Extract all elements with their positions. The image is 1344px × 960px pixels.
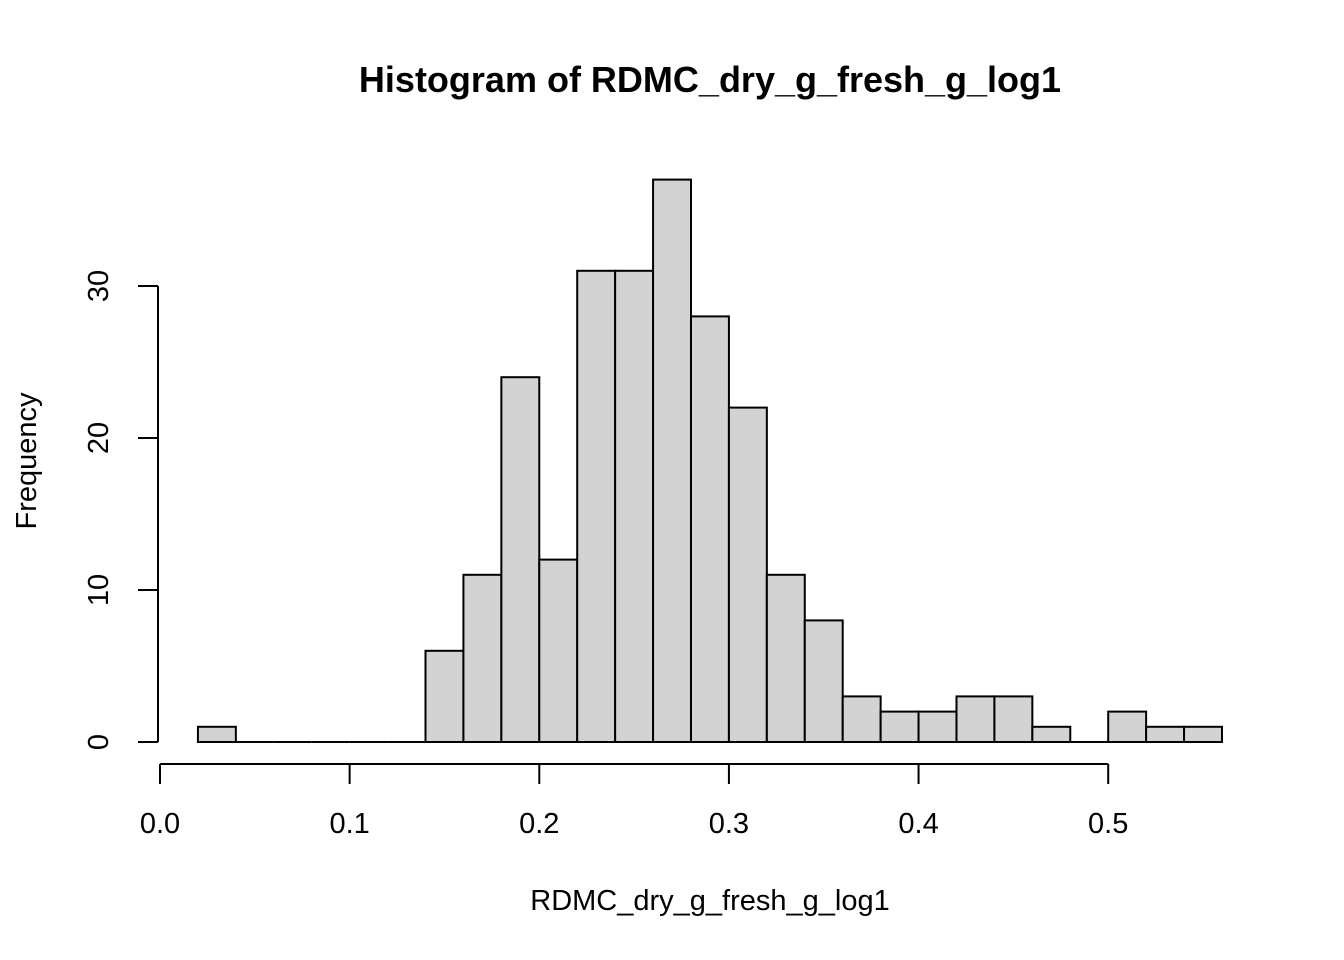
histogram-bar <box>993 695 1034 744</box>
histogram-bar <box>1183 725 1223 743</box>
chart-title: Histogram of RDMC_dry_g_fresh_g_log1 <box>359 59 1061 100</box>
histogram-bar <box>614 269 655 743</box>
histogram-bar <box>1031 725 1072 743</box>
histogram-bar <box>689 315 730 743</box>
histogram-bar <box>727 406 768 743</box>
y-axis: 0 10 20 30 <box>83 270 159 750</box>
x-tick-label: 0.5 <box>1088 808 1128 840</box>
histogram-bar <box>196 725 237 743</box>
histogram-bar <box>500 376 541 743</box>
x-axis-label: RDMC_dry_g_fresh_g_log1 <box>530 885 889 917</box>
y-tick-label: 30 <box>83 270 115 302</box>
bars-group <box>196 178 1223 744</box>
histogram-bar <box>955 695 996 744</box>
y-axis-label: Frequency <box>11 392 43 530</box>
histogram-bar <box>841 695 882 744</box>
histogram-bar <box>538 558 579 743</box>
histogram-bar <box>462 573 503 743</box>
x-axis: 0.0 0.1 0.2 0.3 0.4 0.5 <box>140 763 1128 840</box>
histogram-bar <box>917 710 958 743</box>
histogram-bar <box>576 269 617 743</box>
y-tick-label: 0 <box>83 734 115 750</box>
histogram-bar <box>1145 725 1186 743</box>
x-tick-label: 0.4 <box>898 808 938 840</box>
x-tick-label: 0.0 <box>140 808 180 840</box>
histogram-bar <box>765 573 806 743</box>
x-tick-label: 0.2 <box>519 808 559 840</box>
histogram-bar <box>803 619 844 744</box>
histogram-bar <box>879 710 920 743</box>
histogram-bar <box>652 178 692 744</box>
y-tick-label: 20 <box>83 422 115 454</box>
x-tick-label: 0.1 <box>329 808 369 840</box>
histogram-bar <box>1107 710 1148 743</box>
histogram-bar <box>424 649 465 743</box>
x-tick-label: 0.3 <box>709 808 749 840</box>
y-tick-label: 10 <box>83 574 115 606</box>
